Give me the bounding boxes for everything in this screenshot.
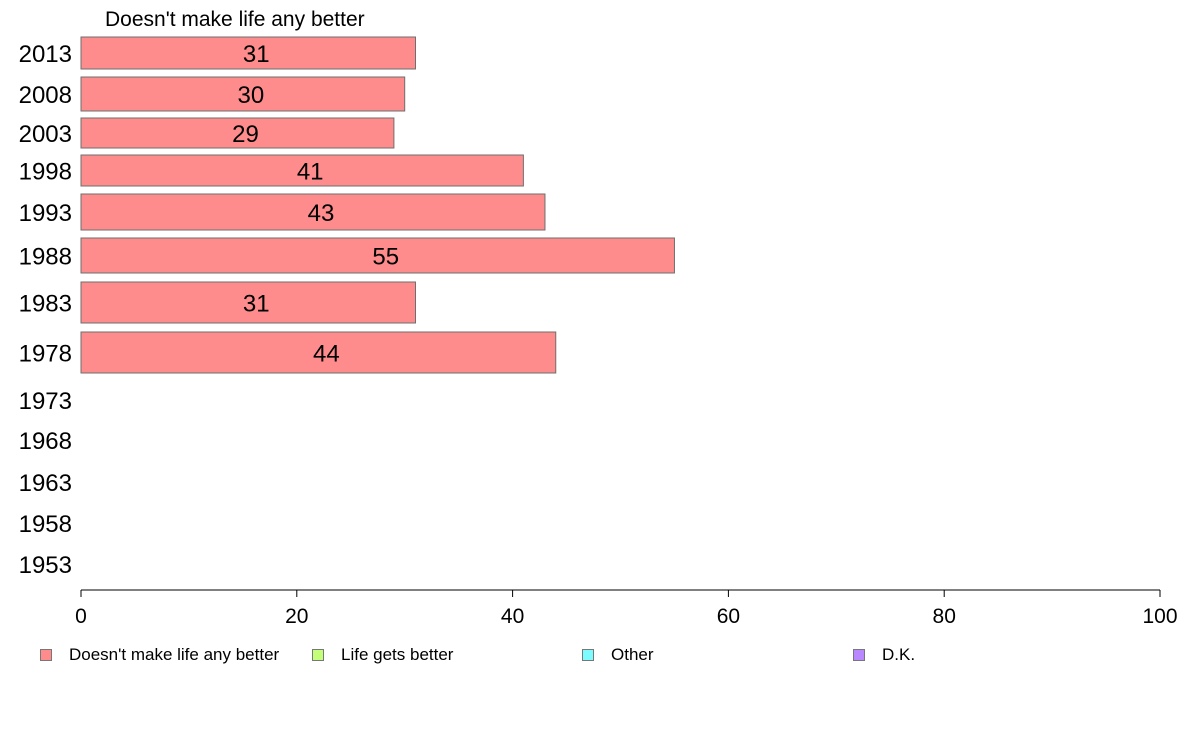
bars-layer: 31 30 29 41 43 55 31 44 xyxy=(80,36,675,374)
legend-swatch xyxy=(312,649,324,661)
bar xyxy=(80,36,416,70)
y-tick-label: 1963 xyxy=(19,470,72,497)
y-tick-label: 1983 xyxy=(19,291,72,318)
y-axis-ticks: 2013 2008 2003 1998 1993 1988 1983 1978 1973 1968… xyxy=(19,41,72,579)
bar xyxy=(80,193,546,231)
chart-title: Doesn't make life any better xyxy=(105,8,365,31)
y-tick-label: 1998 xyxy=(19,159,72,186)
y-tick-label: 1988 xyxy=(19,244,72,271)
x-tick-label: 20 xyxy=(285,605,308,628)
bar xyxy=(80,154,524,187)
y-tick-label: 2008 xyxy=(19,82,72,109)
legend-label: Life gets better xyxy=(341,645,454,664)
legend-swatch xyxy=(853,649,865,661)
y-tick-label: 1978 xyxy=(19,341,72,368)
bar xyxy=(80,117,395,149)
legend-swatch xyxy=(40,649,52,661)
x-tick-label: 0 xyxy=(75,605,87,628)
data-label: 44 xyxy=(313,341,340,368)
legend-item: Life gets better xyxy=(312,641,453,669)
data-label: 29 xyxy=(232,121,259,148)
legend-item: D.K. xyxy=(853,641,915,669)
data-label: 55 xyxy=(372,244,399,271)
data-label: 31 xyxy=(243,291,270,318)
x-axis: 0 20 40 60 80 100 xyxy=(75,589,1178,628)
y-tick-label: 1953 xyxy=(19,552,72,579)
legend-item: Doesn't make life any better xyxy=(40,641,279,669)
legend-item: Other xyxy=(582,641,654,669)
legend-label: Other xyxy=(611,645,654,664)
y-tick-label: 1993 xyxy=(19,200,72,227)
y-tick-label: 2003 xyxy=(19,121,72,148)
legend-label: Doesn't make life any better xyxy=(69,645,280,664)
x-tick-label: 80 xyxy=(933,605,956,628)
bar xyxy=(80,76,406,112)
legend-label: D.K. xyxy=(882,645,916,664)
data-label: 30 xyxy=(237,82,264,109)
y-tick-label: 1973 xyxy=(19,388,72,415)
data-label: 41 xyxy=(297,159,324,186)
x-tick-label: 100 xyxy=(1142,605,1177,628)
data-label: 31 xyxy=(243,41,270,68)
data-label: 43 xyxy=(308,200,335,227)
y-tick-label: 1968 xyxy=(19,428,72,455)
bar xyxy=(80,331,557,374)
bar xyxy=(80,281,416,324)
legend: Doesn't make life any better Life gets be… xyxy=(0,641,1188,669)
bar xyxy=(80,237,675,274)
y-tick-label: 1958 xyxy=(19,511,72,538)
x-tick-label: 60 xyxy=(717,605,740,628)
y-tick-label: 2013 xyxy=(19,41,72,68)
legend-swatch xyxy=(582,649,594,661)
x-tick-label: 40 xyxy=(501,605,524,628)
